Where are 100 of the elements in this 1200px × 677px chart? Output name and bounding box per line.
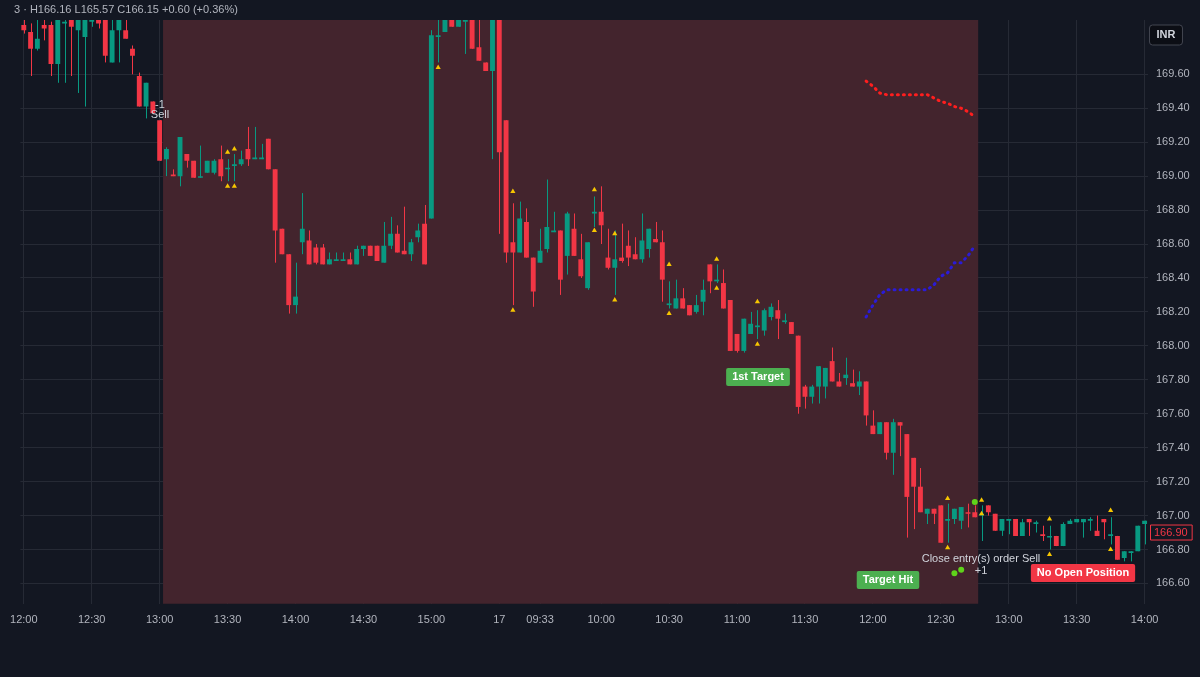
candlestick — [700, 279, 706, 316]
y-tick-label: 167.40 — [1156, 440, 1190, 453]
x-tick-label: 13:00 — [145, 613, 174, 626]
candlestick — [707, 263, 713, 294]
candlestick — [809, 384, 815, 405]
candlestick — [761, 308, 767, 337]
candlestick — [680, 287, 686, 310]
text: 3 · H166.16 L165.57 C166.15 +0.60 (+0.36%) — [14, 3, 238, 16]
x-tick-label: 14:30 — [349, 613, 378, 626]
x-tick-label: 15:00 — [417, 613, 446, 626]
x-tick-label: 12:00 — [10, 613, 38, 626]
line-series — [864, 244, 977, 319]
candlestick — [197, 145, 203, 179]
x-tick-label: 12:00 — [859, 613, 887, 626]
point — [951, 570, 958, 577]
annotation: +1 — [974, 564, 988, 577]
x-tick-label: 09:33 — [526, 613, 554, 626]
point — [510, 307, 516, 312]
point — [714, 285, 720, 290]
point — [1046, 551, 1053, 557]
candlestick — [394, 224, 400, 253]
point — [1108, 546, 1114, 551]
point — [666, 310, 672, 316]
candlestick — [252, 126, 258, 160]
y-tick-label: 168.80 — [1156, 203, 1190, 216]
candlestick — [164, 146, 169, 177]
y-tick-label: 168.00 — [1156, 338, 1190, 351]
candlestick — [748, 311, 754, 335]
annotation: Close entry(s) order Sell — [921, 552, 1041, 565]
x-tick-label: 12:30 — [77, 613, 106, 626]
candlestick — [130, 44, 135, 75]
x-tick-label: 13:30 — [213, 613, 242, 626]
y-tick-label: 168.40 — [1156, 270, 1190, 283]
x-tick-label: 11:00 — [723, 613, 751, 626]
candlestick — [754, 309, 760, 340]
x-tick-label: 12:30 — [927, 613, 955, 626]
candlestick — [299, 192, 305, 255]
candlestick — [897, 421, 903, 457]
x-tick-label: 17 — [493, 613, 506, 626]
point — [945, 495, 951, 501]
candlestick — [415, 223, 421, 243]
point — [435, 64, 441, 70]
annotation: 166.90 — [1154, 525, 1188, 538]
x-tick-label: 13:00 — [994, 613, 1023, 626]
candlestick — [639, 212, 645, 264]
candlestick — [435, 20, 441, 63]
y-tick-label: 168.20 — [1156, 304, 1190, 317]
candlestick — [388, 216, 394, 250]
candlestick — [544, 179, 550, 253]
point — [978, 497, 985, 502]
candlestick — [34, 20, 40, 52]
candlestick — [822, 367, 828, 399]
candlestick — [1108, 516, 1114, 545]
candlestick — [945, 503, 951, 544]
y-tick-label: 166.80 — [1156, 542, 1190, 555]
y-tick-label: 169.60 — [1156, 67, 1190, 80]
point — [971, 498, 978, 505]
candlestick — [958, 506, 964, 530]
candlestick — [1047, 525, 1052, 550]
candlestick — [28, 22, 34, 77]
annotation: Target Hit — [862, 573, 914, 586]
y-tick-label: 167.00 — [1156, 508, 1190, 521]
point — [754, 298, 761, 304]
y-tick-label: 169.20 — [1156, 135, 1190, 148]
annotation: -1 — [155, 97, 165, 110]
candlestick — [965, 503, 971, 528]
point — [224, 149, 231, 154]
candlestick — [646, 228, 652, 259]
y-tick-label: 169.40 — [1156, 101, 1190, 114]
candlestick — [816, 365, 821, 405]
x-tick-label: 14:00 — [281, 613, 310, 626]
annotation: No Open Position — [1036, 566, 1130, 579]
point — [945, 544, 951, 550]
point — [754, 341, 761, 346]
candlestick — [462, 20, 468, 55]
y-tick-label: 166.60 — [1156, 576, 1190, 589]
candlestick — [775, 299, 781, 340]
point — [591, 227, 597, 232]
annotation: 1st Target — [732, 370, 785, 383]
y-tick-label: 168.60 — [1156, 237, 1190, 250]
candlestick — [68, 20, 74, 77]
point — [231, 183, 237, 188]
y-tick-label: 167.60 — [1156, 406, 1190, 419]
x-tick-label: 14:00 — [1130, 613, 1159, 626]
candlestick — [625, 229, 631, 267]
candlestick — [231, 153, 237, 182]
candlestick — [143, 82, 149, 119]
candlestick — [123, 20, 129, 40]
point — [591, 186, 597, 192]
y-tick-label: 167.80 — [1156, 372, 1190, 385]
x-tick-label: 11:30 — [791, 613, 819, 626]
candlestick — [381, 221, 387, 264]
point — [224, 183, 231, 188]
candlestick — [829, 347, 835, 382]
annotation: Sell — [150, 108, 170, 121]
y-tick-label: 169.00 — [1156, 169, 1190, 182]
x-tick-label: 13:30 — [1062, 613, 1091, 626]
point — [1108, 507, 1114, 512]
point — [958, 566, 965, 573]
candlestick — [293, 262, 298, 315]
